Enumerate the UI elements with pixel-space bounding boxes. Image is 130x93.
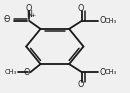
Text: O: O [4, 15, 10, 24]
Text: CH₃: CH₃ [5, 69, 17, 75]
Text: CH₃: CH₃ [105, 18, 117, 24]
Text: CH₃: CH₃ [105, 69, 117, 75]
Text: O: O [99, 16, 105, 25]
Text: +: + [30, 13, 35, 18]
Text: O: O [99, 68, 105, 77]
Text: O: O [77, 4, 84, 13]
Text: O: O [26, 4, 32, 13]
Text: −: − [3, 16, 9, 22]
Text: O: O [77, 80, 84, 89]
Text: O: O [23, 68, 30, 77]
Text: N: N [26, 10, 32, 19]
